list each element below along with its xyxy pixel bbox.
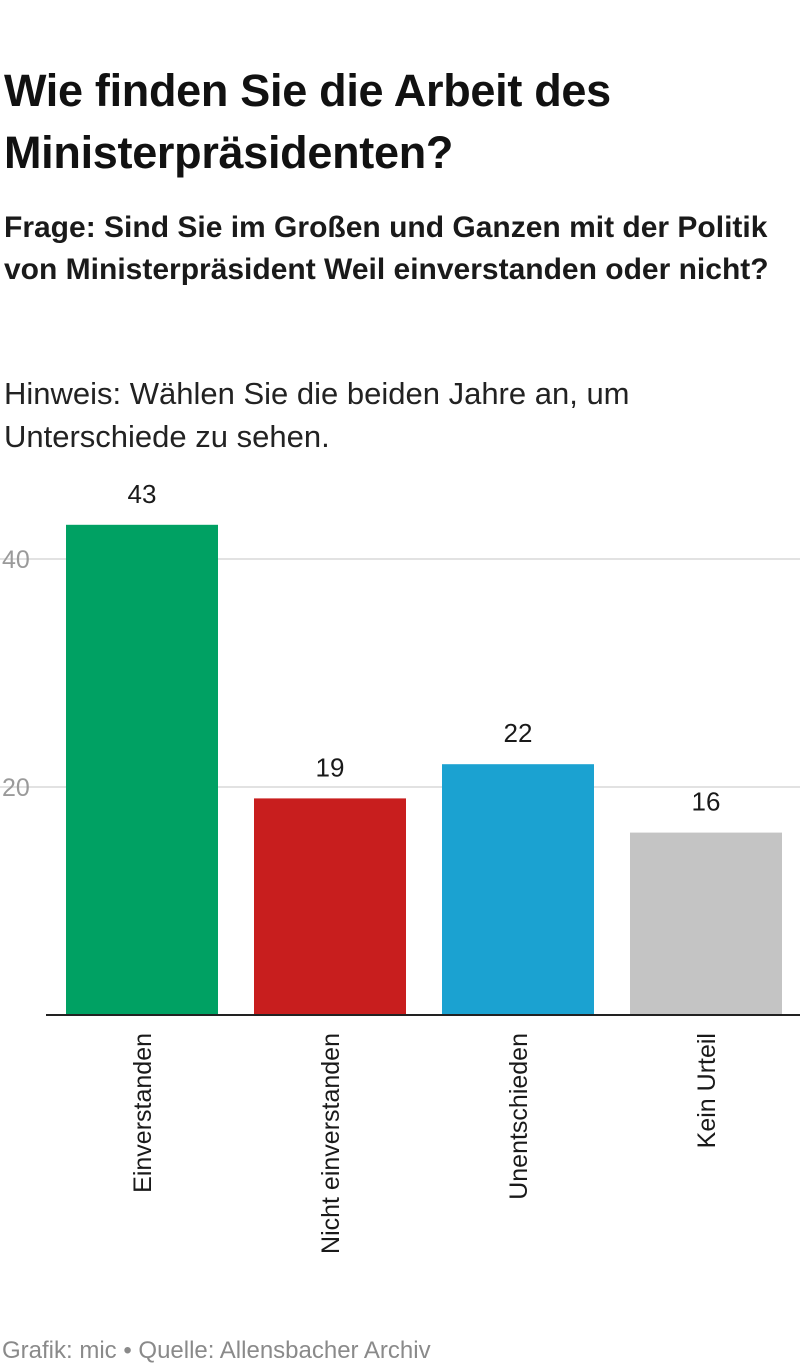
bar-3 [442,764,594,1015]
data-label: 19 [316,752,345,782]
y-tick-label: 20 [2,774,30,802]
bar-2 [254,798,406,1015]
chart-hint: Hinweis: Wählen Sie die beiden Jahre an,… [4,376,630,454]
data-label: 16 [692,787,721,817]
data-label: 22 [504,718,533,748]
bar-chart: 20 40 43 Einverstanden 19 Nicht einverstanden… [0,479,800,1254]
y-tick-label: 40 [2,546,30,574]
x-category-label: Nicht einverstanden [317,1033,345,1254]
data-label: 43 [128,479,157,509]
chart-subtitle: Frage: Sind Sie im Großen und Ganzen mit… [4,211,769,286]
bar-1 [66,524,218,1015]
x-category-label: Kein Urteil [693,1033,721,1148]
x-category-label: Einverstanden [129,1033,157,1193]
chart-title: Wie finden Sie die Arbeit des Ministerpr… [4,65,611,178]
source-footer: Grafik: mic • Quelle: Allensbacher Archi… [2,1337,431,1364]
bar-4 [630,832,782,1015]
x-category-label: Unentschieden [505,1033,533,1200]
